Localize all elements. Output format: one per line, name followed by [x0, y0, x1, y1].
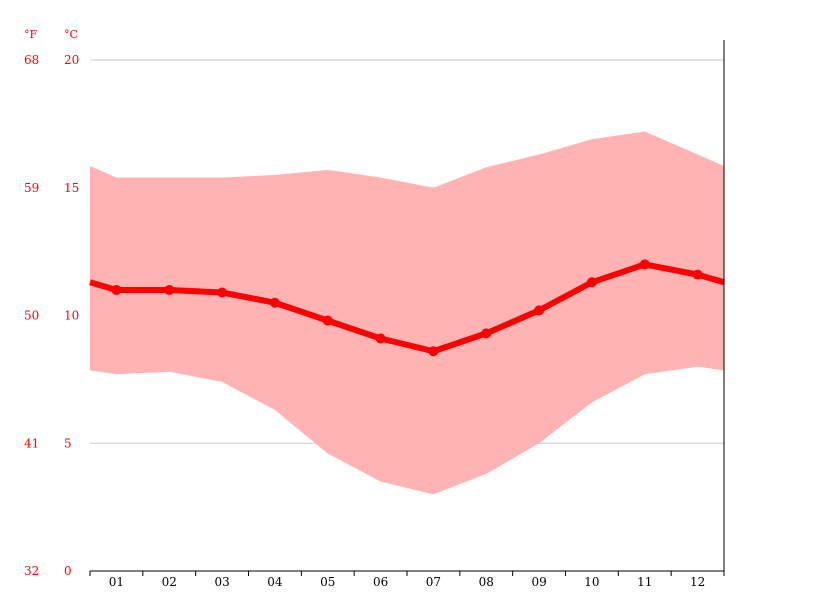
fahrenheit-unit-label: °F — [24, 28, 38, 41]
x-tick-label: 10 — [584, 575, 599, 589]
mean-temperature-point — [375, 333, 386, 344]
x-tick-label: 03 — [214, 575, 229, 589]
mean-temperature-point — [586, 277, 597, 288]
y-tick-celsius: 0 — [64, 564, 72, 578]
x-tick-label: 02 — [162, 575, 177, 589]
y-tick-celsius: 15 — [64, 181, 79, 195]
x-tick-label: 06 — [373, 575, 388, 589]
mean-temperature-point — [428, 346, 439, 357]
y-tick-fahrenheit: 32 — [24, 564, 39, 578]
temperature-range-band — [90, 131, 724, 495]
x-tick-label: 11 — [637, 575, 652, 589]
y-tick-celsius: 20 — [64, 53, 79, 67]
mean-temperature-line — [89, 261, 725, 355]
x-tick-label: 09 — [531, 575, 546, 589]
y-tick-fahrenheit: 68 — [24, 53, 39, 67]
x-tick-label: 04 — [267, 575, 283, 589]
mean-temperature-point — [322, 315, 333, 326]
y-tick-fahrenheit: 41 — [24, 436, 39, 450]
y-tick-celsius: 10 — [64, 309, 79, 323]
x-tick-label: 12 — [690, 575, 705, 589]
y-tick-fahrenheit: 59 — [24, 181, 39, 195]
mean-temperature-point — [639, 259, 650, 270]
mean-temperature-point — [217, 287, 228, 298]
x-tick-label: 05 — [320, 575, 335, 589]
axes — [89, 40, 725, 576]
mean-temperature-point — [534, 305, 545, 316]
x-tick-label: 08 — [479, 575, 494, 589]
y-tick-labels: 0 32 5 41 10 50 15 59 20 68 — [24, 53, 79, 578]
x-tick-label: 07 — [426, 575, 441, 589]
x-tick-label: 01 — [109, 575, 124, 589]
y-tick-fahrenheit: 50 — [24, 309, 39, 323]
mean-temperature-point — [164, 284, 175, 295]
celsius-unit-label: °C — [64, 28, 78, 41]
mean-temperature-point — [692, 269, 703, 280]
mean-temperature-point — [269, 297, 280, 308]
mean-temperature-points — [111, 259, 703, 357]
mean-temperature-point — [481, 328, 492, 339]
x-tick-labels: 01 02 03 04 05 06 07 08 09 10 11 12 — [109, 575, 705, 589]
mean-temperature-point — [111, 284, 122, 295]
y-tick-celsius: 5 — [64, 436, 72, 450]
